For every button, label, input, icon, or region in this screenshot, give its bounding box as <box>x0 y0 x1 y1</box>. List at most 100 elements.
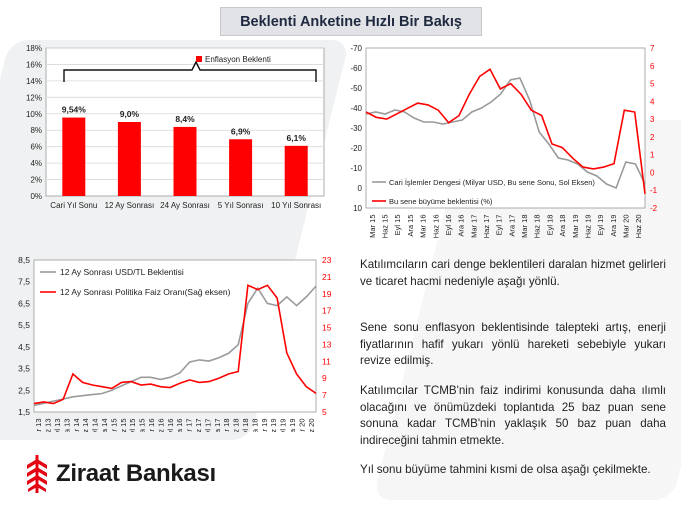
comment-policy-rate: Katılımcılar TCMB'nin faiz indirimi konu… <box>360 384 666 447</box>
legend-label: Bu sene büyüme beklentisi (%) <box>389 197 493 206</box>
y-tick-label: 2% <box>30 176 42 185</box>
x-tick-label: Haz 18 <box>533 215 542 239</box>
x-tick-label: 10 Yıl Sonrası <box>271 201 321 210</box>
left-axis-tick-label: 10 <box>353 204 362 213</box>
x-tick-label: Haz 17 <box>482 215 491 239</box>
right-axis-tick-label: 5 <box>322 407 327 417</box>
x-tick-label: Mar 19 <box>260 419 269 433</box>
x-tick-label: Haz 16 <box>431 215 440 239</box>
bar <box>117 122 141 196</box>
x-tick-label: Cari Yıl Sonu <box>50 201 97 210</box>
growth-expectation-line <box>365 68 646 194</box>
right-axis-tick-label: 7 <box>650 44 655 53</box>
comment-current-account: Katılımcıların cari denge beklentileri d… <box>360 258 666 288</box>
bar <box>284 145 308 196</box>
right-axis-tick-label: 6 <box>650 62 655 71</box>
legend-label: 12 Ay Sonrası Politika Faiz Oranı(Sağ ek… <box>60 287 231 297</box>
x-tick-label: Ara 18 <box>250 419 259 433</box>
right-axis-tick-label: 3 <box>650 115 655 124</box>
x-tick-label: Eyl 18 <box>241 419 250 433</box>
x-tick-label: Ara 16 <box>175 419 184 433</box>
policy-rate-expectation-line <box>33 284 317 405</box>
left-axis-tick-label: 6,5 <box>18 298 30 308</box>
x-tick-label: Eyl 16 <box>166 419 175 433</box>
y-tick-label: 10% <box>26 110 42 119</box>
bar <box>229 139 253 196</box>
x-tick-label: Eyl 15 <box>128 419 137 433</box>
x-tick-label: Eyl 13 <box>53 419 62 433</box>
legend-swatch <box>196 56 202 62</box>
left-axis-tick-label: 1,5 <box>18 407 30 417</box>
left-axis-tick-label: 8,5 <box>18 255 30 265</box>
left-axis-tick-label: 5,5 <box>18 320 30 330</box>
x-tick-label: Mar 15 <box>109 419 118 433</box>
x-tick-label: Haz 16 <box>156 419 165 433</box>
x-tick-label: Mar 17 <box>469 215 478 238</box>
right-axis-tick-label: -1 <box>650 186 658 195</box>
x-tick-label: Mar 20 <box>621 215 630 238</box>
x-tick-label: Ara 13 <box>62 419 71 433</box>
left-axis-tick-label: 2,5 <box>18 385 30 395</box>
x-tick-label: Mar 18 <box>222 419 231 433</box>
y-tick-label: 6% <box>30 143 42 152</box>
y-tick-label: 18% <box>26 44 42 53</box>
x-tick-label: Eyl 17 <box>495 215 504 236</box>
y-tick-label: 0% <box>30 192 42 201</box>
x-tick-label: Mar 20 <box>297 419 306 433</box>
right-axis-tick-label: 17 <box>322 306 332 316</box>
right-axis-tick-label: 0 <box>650 168 655 177</box>
left-axis-tick-label: -60 <box>350 64 362 73</box>
logo-text: Ziraat Bankası <box>56 460 216 487</box>
x-tick-label: Ara 16 <box>457 215 466 237</box>
y-tick-label: 4% <box>30 159 42 168</box>
x-tick-label: Ara 15 <box>138 419 147 433</box>
left-axis-tick-label: 7,5 <box>18 277 30 287</box>
left-axis-tick-label: -10 <box>350 164 362 173</box>
page-title: Beklenti Anketine Hızlı Bir Bakış <box>220 7 482 36</box>
x-tick-label: Ara 17 <box>507 215 516 237</box>
x-tick-label: Haz 19 <box>269 419 278 433</box>
right-axis-tick-label: 7 <box>322 390 327 400</box>
x-tick-label: 12 Ay Sonrası <box>105 201 155 210</box>
x-tick-label: Mar 19 <box>571 215 580 238</box>
x-tick-label: 5 Yıl Sonrası <box>218 201 264 210</box>
left-axis-tick-label: -40 <box>350 104 362 113</box>
bar-data-label: 6,1% <box>287 133 307 143</box>
x-tick-label: Haz 20 <box>634 215 643 239</box>
current-account-growth-chart: -70-60-50-40-30-20-1001076543210-1-2Mar … <box>350 44 658 239</box>
bar-data-label: 6,9% <box>231 126 251 136</box>
x-tick-label: Mar 13 <box>34 419 43 433</box>
x-tick-label: Ara 18 <box>558 215 567 237</box>
legend-label: 12 Ay Sonrası USD/TL Beklentisi <box>60 267 184 277</box>
x-tick-label: Haz 20 <box>307 419 316 433</box>
right-axis-tick-label: 5 <box>650 80 655 89</box>
x-tick-label: Eyl 14 <box>91 419 100 433</box>
x-tick-label: 24 Ay Sonrası <box>160 201 210 210</box>
right-axis-tick-label: 19 <box>322 289 332 299</box>
x-tick-label: Mar 16 <box>147 419 156 433</box>
right-axis-tick-label: 11 <box>322 356 331 366</box>
bar-data-label: 9,0% <box>120 109 140 119</box>
bar <box>173 126 197 196</box>
right-axis-tick-label: 13 <box>322 339 332 349</box>
x-tick-label: Ara 17 <box>213 419 222 433</box>
left-axis-tick-label: 4,5 <box>18 342 30 352</box>
right-axis-tick-label: 15 <box>322 323 332 333</box>
right-axis-tick-label: 4 <box>650 97 655 106</box>
x-tick-label: Mar 14 <box>72 419 81 433</box>
left-axis-tick-label: -20 <box>350 144 362 153</box>
right-axis-tick-label: 9 <box>322 373 327 383</box>
right-axis-tick-label: -2 <box>650 204 658 213</box>
legend-label: Cari İşlemler Dengesi (Milyar USD, Bu se… <box>389 178 595 187</box>
inflation-expectations-chart: 0% 2% 4% 6% 8% 10% 12% 14% 16% 18% 9,54% Cari Yıl S… <box>26 44 325 210</box>
x-tick-label: Ara 15 <box>406 215 415 237</box>
x-tick-label: Haz 15 <box>381 215 390 239</box>
left-axis-tick-label: 3,5 <box>18 364 30 374</box>
left-axis-tick-label: -70 <box>350 44 362 53</box>
y-tick-label: 16% <box>26 60 42 69</box>
x-tick-label: Mar 15 <box>368 215 377 238</box>
x-tick-label: Eyl 19 <box>596 215 605 236</box>
x-tick-label: Mar 17 <box>185 419 194 433</box>
usdtl-expectation-line <box>33 285 317 407</box>
ziraat-logo: Ziraat Bankası <box>24 453 216 495</box>
